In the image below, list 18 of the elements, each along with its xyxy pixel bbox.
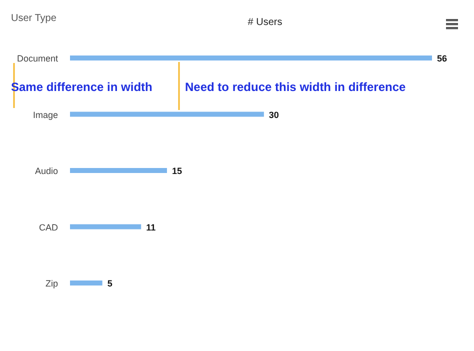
data-label: 56 [437, 54, 448, 64]
y-tick-label: CAD [38, 222, 58, 232]
bar [70, 168, 167, 173]
y-tick-label: Document [16, 54, 58, 64]
y-tick-label: Zip [45, 278, 58, 288]
annotation: Need to reduce this width in difference [185, 80, 406, 94]
chart-title: # Users [248, 17, 282, 28]
bar [70, 112, 264, 117]
bar [70, 224, 142, 230]
data-label: 15 [172, 166, 182, 176]
y-tick-label: Audio [34, 166, 58, 176]
y-tick-label: Image [32, 110, 58, 120]
bar [70, 280, 102, 286]
bar [70, 56, 432, 60]
data-label: 30 [268, 110, 279, 120]
y-axis-title: User Type [11, 13, 57, 24]
data-label: 11 [146, 222, 156, 232]
data-label: 5 [107, 278, 112, 288]
